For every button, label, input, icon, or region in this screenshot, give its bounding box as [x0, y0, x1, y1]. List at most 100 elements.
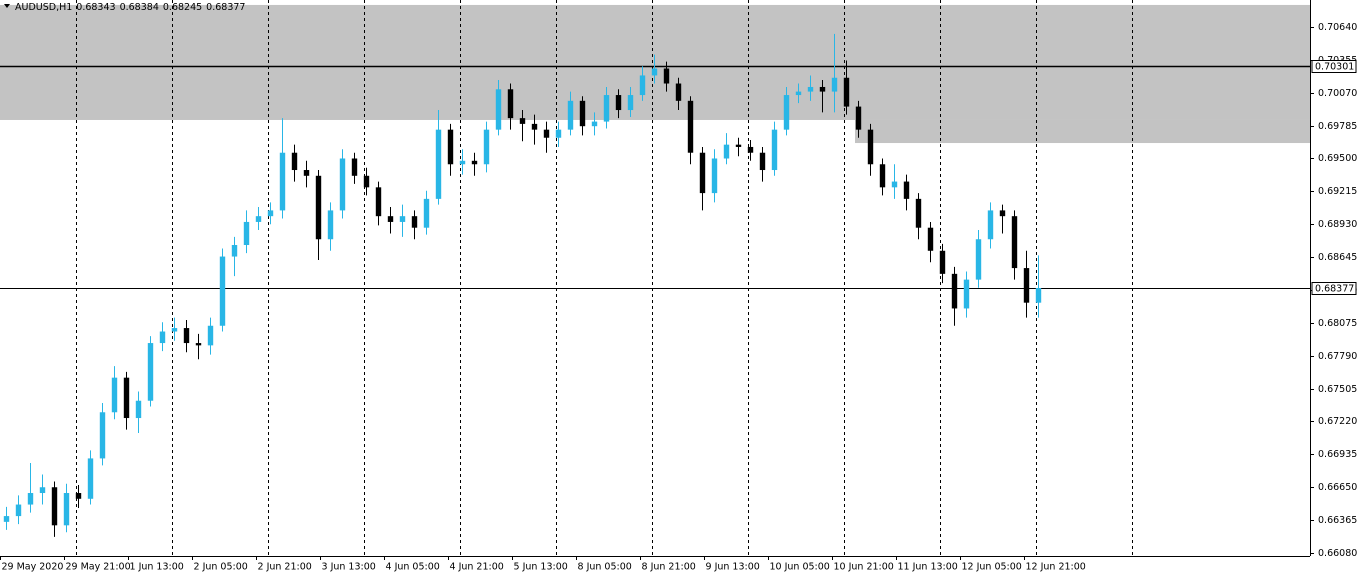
candle-body — [999, 210, 1006, 217]
candle-body — [903, 181, 910, 199]
candle-body — [507, 89, 514, 119]
x-tick-label: 2 Jun 05:00 — [194, 562, 248, 573]
candle-body — [231, 245, 238, 257]
candle-body — [87, 458, 94, 499]
candle-body — [291, 152, 298, 171]
candle-body — [447, 129, 454, 165]
price-label: 0.68377 — [1315, 284, 1354, 295]
y-tick-label: 0.67220 — [1318, 416, 1357, 427]
candle-body — [195, 343, 202, 346]
candle-body — [183, 328, 190, 344]
candle-body — [279, 152, 286, 211]
supply-zone — [855, 119, 1310, 144]
y-tick-label: 0.67790 — [1318, 351, 1357, 362]
candle-body — [39, 487, 46, 494]
candle-body — [819, 86, 826, 92]
x-tick-label: 2 Jun 21:00 — [258, 562, 312, 573]
symbol-arrow — [4, 4, 10, 8]
candle-body — [675, 83, 682, 101]
candle-body — [123, 377, 130, 419]
x-tick-label: 10 Jun 21:00 — [834, 562, 894, 573]
candle-body — [735, 144, 742, 147]
candle-body — [399, 216, 406, 222]
price-label-box — [1311, 60, 1357, 73]
candle-body — [807, 86, 814, 92]
candle-body — [975, 239, 982, 280]
candle-body — [483, 129, 490, 165]
candle-body — [375, 187, 382, 217]
candle-body — [3, 516, 10, 522]
candle-body — [207, 325, 214, 346]
candle-body — [639, 75, 646, 96]
candle-body — [387, 216, 394, 222]
candle-body — [315, 175, 322, 240]
candle-body — [951, 273, 958, 309]
candle-body — [939, 250, 946, 274]
candle-body — [531, 123, 538, 130]
x-tick-label: 10 Jun 05:00 — [770, 562, 830, 573]
candle-body — [51, 487, 58, 526]
candle-body — [351, 158, 358, 176]
plot-area — [0, 0, 1310, 556]
candle-body — [1023, 268, 1030, 303]
candle-body — [795, 91, 802, 96]
x-tick-label: 12 Jun 05:00 — [962, 562, 1022, 573]
candle-body — [843, 77, 850, 107]
candle-body — [699, 152, 706, 194]
candle-body — [159, 331, 166, 344]
y-tick-label: 0.67505 — [1318, 384, 1357, 395]
candle-body — [879, 164, 886, 188]
y-tick-label: 0.69215 — [1318, 186, 1357, 197]
candle-body — [459, 160, 466, 165]
y-tick-label: 0.66650 — [1318, 482, 1357, 493]
candle-body — [111, 377, 118, 413]
x-tick-label: 8 Jun 21:00 — [642, 562, 696, 573]
candle-body — [15, 504, 22, 517]
candle-body — [627, 95, 634, 111]
y-tick-label: 0.70070 — [1318, 88, 1357, 99]
candle-body — [711, 158, 718, 194]
y-tick-label: 0.69500 — [1318, 153, 1357, 164]
candle-body — [831, 77, 838, 92]
candle-body — [579, 100, 586, 127]
candle-body — [1035, 288, 1042, 303]
x-tick-label: 29 May 21:00 — [66, 562, 131, 573]
y-tick-label: 0.68075 — [1318, 318, 1357, 329]
y-tick-label: 0.66365 — [1318, 515, 1357, 526]
y-tick-label: 0.66935 — [1318, 449, 1357, 460]
candle-body — [339, 158, 346, 211]
candle-body — [747, 146, 754, 153]
symbol-header: AUDUSD,H1 0.68343 0.68384 0.68245 0.68377 — [15, 2, 245, 13]
candle-body — [423, 198, 430, 228]
y-tick-label: 0.66080 — [1318, 548, 1357, 559]
y-tick-label: 0.68930 — [1318, 219, 1357, 230]
candle-body — [495, 89, 502, 130]
candle-body — [519, 118, 526, 124]
candle-body — [99, 412, 106, 459]
x-tick-label: 12 Jun 21:00 — [1026, 562, 1086, 573]
candle-body — [723, 144, 730, 159]
candle-body — [267, 210, 274, 217]
candle-body — [147, 343, 154, 401]
candle-body — [411, 216, 418, 228]
y-tick-label: 0.68645 — [1318, 252, 1357, 263]
x-tick-label: 4 Jun 05:00 — [386, 562, 440, 573]
candle-body — [243, 221, 250, 246]
candle-body — [219, 256, 226, 326]
candle-body — [759, 152, 766, 171]
x-tick-label: 5 Jun 13:00 — [514, 562, 568, 573]
candle-body — [771, 129, 778, 171]
x-tick-label: 29 May 2020 — [2, 562, 64, 573]
x-tick-label: 4 Jun 21:00 — [450, 562, 504, 573]
candle-body — [855, 106, 862, 130]
candle-body — [987, 210, 994, 240]
symbol: AUDUSD,H1 — [15, 2, 72, 13]
x-tick-label: 9 Jun 13:00 — [706, 562, 760, 573]
candle-body — [651, 68, 658, 76]
candle-body — [915, 198, 922, 228]
candle-body — [555, 129, 562, 138]
candle-body — [783, 95, 790, 130]
candle-body — [591, 121, 598, 127]
y-tick-label: 0.69785 — [1318, 121, 1357, 132]
